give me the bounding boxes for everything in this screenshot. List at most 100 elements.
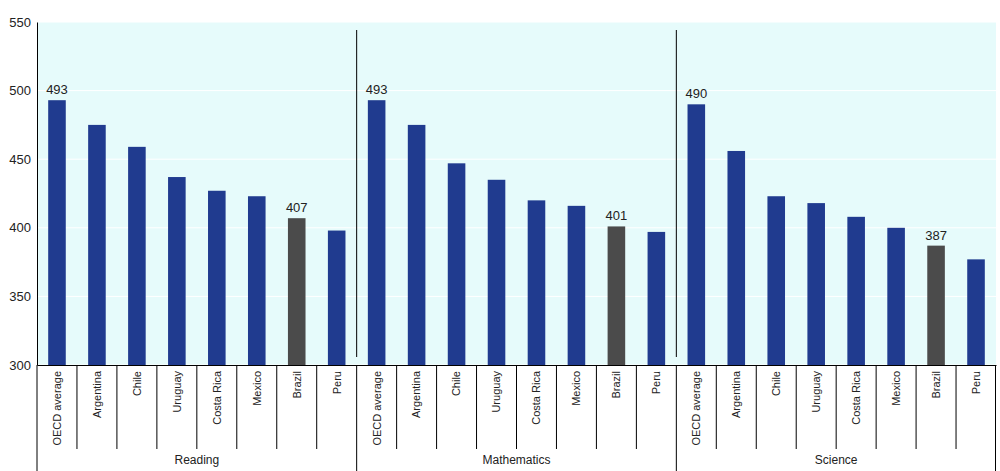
bar	[887, 228, 905, 365]
bar	[48, 100, 66, 365]
category-border	[556, 365, 557, 449]
y-axis-line	[37, 23, 38, 366]
plot: 493407493401490387300350400450500550OECD…	[9, 15, 996, 471]
x-tick: Peru	[331, 365, 343, 394]
x-tick-label: Peru	[970, 371, 982, 394]
y-axis: 300350400450500550	[9, 15, 37, 373]
bar	[288, 218, 306, 365]
grid-line	[37, 22, 996, 23]
x-tick-label: Costa Rica	[530, 370, 542, 425]
x-tick-label: Costa Rica	[211, 370, 223, 425]
grid-line	[37, 90, 996, 91]
bar	[847, 217, 865, 365]
grid	[37, 22, 996, 365]
data-label: 490	[685, 86, 707, 101]
x-tick: Peru	[970, 365, 982, 394]
x-tick-label: Uruguay	[490, 371, 502, 413]
category-border	[276, 365, 277, 449]
bar	[208, 191, 226, 365]
category-border	[636, 365, 637, 449]
category-border	[916, 365, 917, 449]
panel-separator	[676, 30, 677, 357]
x-tick-label: Chile	[131, 371, 143, 396]
x-tick-label: Mexico	[890, 371, 902, 406]
x-tick: Argentina	[730, 365, 742, 418]
bar	[248, 196, 266, 365]
x-tick-label: Peru	[331, 371, 343, 394]
x-tick: Brazil	[291, 365, 303, 399]
bars	[48, 100, 985, 365]
x-tick: Peru	[650, 365, 662, 394]
bar	[368, 100, 386, 365]
category-border	[476, 365, 477, 449]
x-tick: Chile	[131, 365, 143, 396]
data-label: 493	[366, 82, 388, 97]
bar	[767, 196, 785, 365]
x-tick-label: OECD average	[51, 371, 63, 446]
x-tick-label: Brazil	[930, 371, 942, 399]
x-tick-label: Mexico	[570, 371, 582, 406]
data-label: 493	[46, 82, 68, 97]
x-tick: Mexico	[890, 365, 902, 406]
x-tick: Argentina	[410, 365, 422, 418]
category-border	[756, 365, 757, 449]
y-tick-label: 450	[9, 152, 31, 167]
x-tick-label: Costa Rica	[850, 370, 862, 425]
x-tick: Uruguay	[171, 365, 183, 413]
bar	[128, 147, 146, 365]
bar	[648, 232, 666, 365]
bar	[408, 125, 426, 365]
x-tick-label: Chile	[450, 371, 462, 396]
bar	[448, 163, 466, 365]
category-border	[76, 365, 77, 449]
category-border	[196, 365, 197, 449]
x-tick-label: Brazil	[291, 371, 303, 399]
x-tick: Chile	[770, 365, 782, 396]
bar	[927, 246, 945, 365]
x-tick-label: Brazil	[610, 371, 622, 399]
bar	[568, 206, 586, 365]
x-tick-label: Uruguay	[171, 371, 183, 413]
panel-border	[37, 365, 38, 471]
y-tick: 500	[9, 83, 37, 98]
y-tick-label: 300	[9, 358, 31, 373]
category-border	[396, 365, 397, 449]
data-label: 387	[925, 228, 947, 243]
bar	[328, 231, 346, 365]
y-tick-label: 400	[9, 220, 31, 235]
x-tick: OECD average	[370, 365, 382, 446]
x-tick-label: Mexico	[251, 371, 263, 406]
category-border	[836, 365, 837, 449]
bar	[168, 177, 186, 365]
data-label: 407	[286, 200, 308, 215]
bar	[807, 203, 825, 365]
x-tick: Mexico	[570, 365, 582, 406]
panel-border	[995, 365, 996, 471]
category-border	[116, 365, 117, 449]
x-tick-label: Argentina	[730, 370, 742, 418]
panel-labels: ReadingMathematicsScience	[174, 453, 857, 467]
bar	[88, 125, 106, 365]
category-separators	[37, 365, 996, 471]
category-border	[876, 365, 877, 449]
category-border	[316, 365, 317, 449]
x-tick-label: OECD average	[370, 371, 382, 446]
chart: 493407493401490387300350400450500550OECD…	[0, 0, 1000, 471]
x-tick-label: Argentina	[91, 370, 103, 418]
y-tick: 550	[9, 15, 37, 30]
x-tick: Uruguay	[490, 365, 502, 413]
x-tick-label: Chile	[770, 371, 782, 396]
bar	[488, 180, 506, 365]
panel-label: Science	[815, 453, 858, 467]
category-border	[796, 365, 797, 449]
panel-separator	[356, 30, 357, 357]
category-border	[716, 365, 717, 449]
x-tick: Costa Rica	[530, 365, 542, 425]
grid-line	[37, 159, 996, 160]
x-tick: OECD average	[690, 365, 702, 446]
x-tick: Argentina	[91, 365, 103, 418]
bar	[528, 200, 546, 365]
data-labels: 493407493401490387	[46, 82, 947, 242]
x-tick: Mexico	[251, 365, 263, 406]
category-border	[516, 365, 517, 449]
